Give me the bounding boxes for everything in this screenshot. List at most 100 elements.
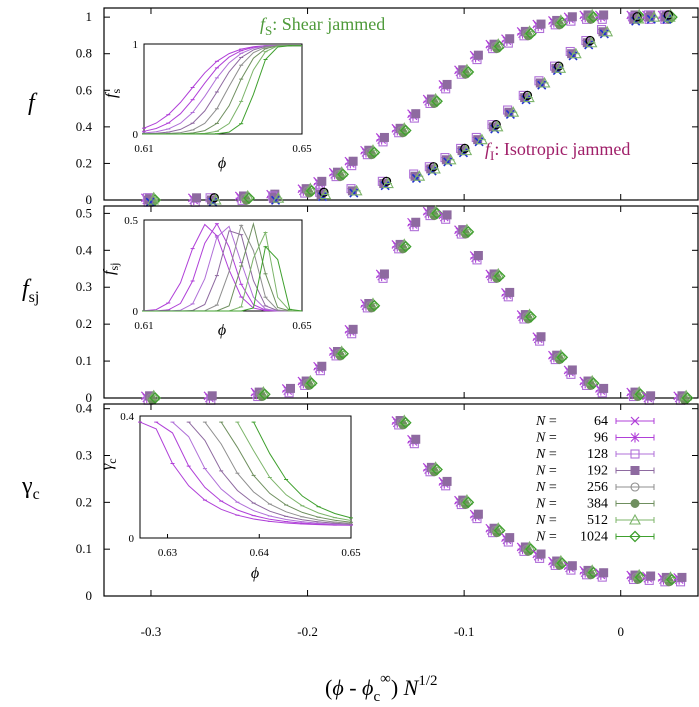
data-point: [646, 391, 656, 401]
legend-label: N =: [535, 497, 557, 512]
data-point: [554, 554, 567, 566]
inset-xtick-label: 0.61: [134, 143, 153, 155]
data-point: [601, 25, 614, 37]
data-point: [525, 543, 537, 556]
legend-n: 256: [587, 480, 608, 495]
data-point: [398, 122, 411, 133]
legend-entry: N = 64: [535, 414, 655, 429]
data-point: [460, 63, 473, 75]
legend-label: N =: [535, 464, 557, 479]
xtick-label: -0.1: [454, 624, 475, 639]
data-point: [460, 494, 473, 505]
data-point: [398, 238, 411, 249]
legend-entry: N = 1024: [535, 530, 655, 545]
data-point: [586, 374, 599, 386]
data-point: [429, 205, 442, 216]
ytick-label: 0.3: [76, 448, 92, 463]
data-point: [399, 124, 412, 137]
data-point: [462, 225, 475, 238]
legend-n: 192: [587, 464, 608, 479]
data-point: [399, 240, 412, 253]
data-point: [556, 557, 569, 570]
data-point: [431, 463, 443, 476]
legend-n: 96: [594, 431, 608, 446]
data-point: [272, 192, 285, 203]
legend-entry: N = 512: [535, 513, 655, 528]
data-point: [258, 388, 271, 401]
legend-n: 128: [587, 447, 608, 462]
legend-entry: N = 256: [535, 480, 655, 495]
data-point: [554, 61, 564, 71]
data-point: [493, 524, 506, 537]
data-point: [460, 223, 473, 235]
legend-marker: [630, 416, 640, 426]
data-point: [379, 132, 389, 142]
data-point: [399, 416, 412, 429]
legend-label: N =: [535, 480, 557, 495]
data-point: [664, 571, 677, 582]
annotation-isotropic-jammed: fI: Isotropic jammed: [485, 139, 630, 163]
data-point: [382, 177, 394, 189]
data-point: [147, 193, 160, 205]
data-point: [304, 374, 317, 386]
data-point: [348, 156, 358, 166]
data-point: [677, 572, 687, 582]
data-point: [317, 176, 327, 186]
data-point: [569, 47, 582, 59]
data-point: [428, 162, 441, 174]
inset-ytick-label: 0: [133, 306, 139, 318]
data-point: [599, 568, 609, 578]
ytick-label: 0.5: [76, 205, 92, 220]
data-point: [554, 62, 567, 73]
data-point: [633, 385, 646, 397]
data-point: [567, 365, 577, 375]
ytick-label: 0.4: [76, 401, 93, 416]
data-point: [585, 35, 595, 46]
data-point: [586, 8, 599, 20]
inset-curve: [236, 421, 352, 521]
legend-label: N =: [535, 513, 557, 528]
data-point: [442, 210, 452, 220]
ytick-label: 1: [86, 9, 93, 24]
ytick-label: 0.1: [76, 541, 92, 556]
data-point: [525, 27, 537, 40]
data-point: [460, 144, 473, 156]
data-point: [337, 347, 349, 360]
inset-curve: [188, 421, 352, 525]
data-point: [492, 38, 505, 49]
xtick-label: -0.2: [297, 624, 318, 639]
legend-n: 1024: [580, 530, 608, 545]
data-point: [442, 476, 452, 486]
ytick-label: 0.4: [76, 242, 93, 257]
data-point: [257, 385, 270, 397]
xtick-label: 0: [617, 624, 624, 639]
panel-bottom: 00.10.20.30.4-0.3 -0.2 -0.1 00.63 0.64 0.6500…: [76, 401, 699, 639]
ytick-label: 0.2: [76, 316, 92, 331]
ylabel-bottom: γc: [21, 473, 40, 503]
data-point: [192, 193, 202, 203]
data-point: [492, 522, 505, 533]
ytick-label: 0.8: [76, 46, 92, 61]
data-point: [209, 193, 222, 205]
inset-frame: [143, 43, 303, 135]
data-point: [567, 561, 577, 571]
legend-marker: [629, 513, 641, 525]
data-point: [368, 299, 381, 312]
legend-marker: [630, 466, 640, 475]
legend-n: 384: [587, 497, 608, 512]
data-point: [556, 16, 569, 29]
data-point: [491, 120, 501, 130]
annotation-shear-jammed: fS: Shear jammed: [260, 14, 385, 38]
data-point: [368, 146, 381, 159]
data-point: [319, 188, 332, 200]
inset-xlabel-phi: ϕ: [251, 565, 259, 582]
ytick-label: 0.2: [76, 155, 92, 170]
inset-ytick-label: 0: [129, 533, 135, 545]
data-point: [663, 10, 674, 20]
data-point: [492, 267, 505, 279]
data-point: [379, 269, 389, 279]
ylabel-mid: fsj: [22, 276, 39, 306]
data-point: [431, 95, 443, 108]
ytick-label: 0.2: [76, 494, 92, 509]
